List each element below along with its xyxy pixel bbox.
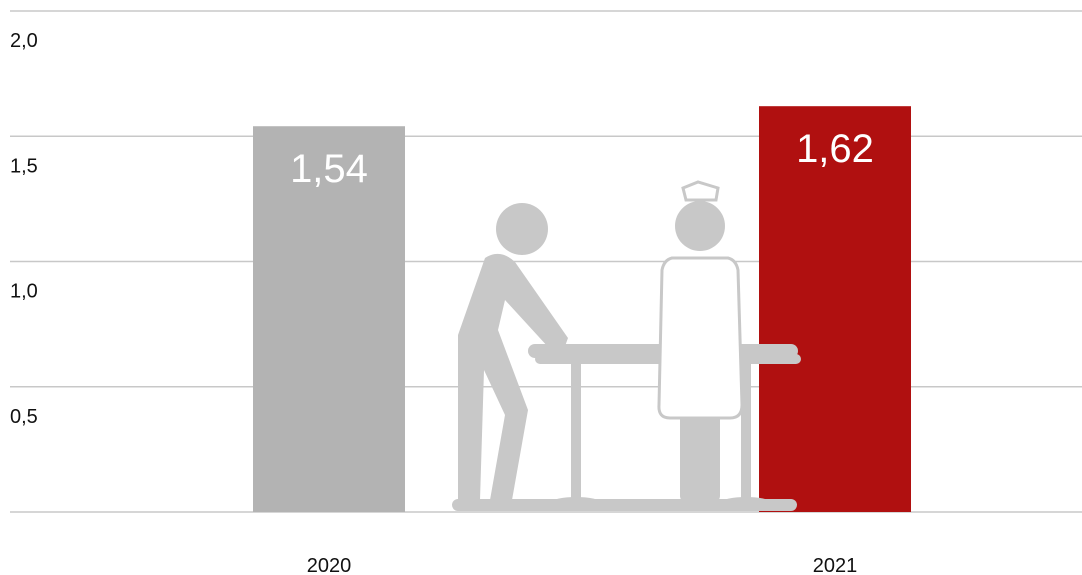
value-label: 1,54: [290, 147, 368, 191]
bar: [759, 106, 911, 512]
y-tick-label: 0,5: [10, 406, 38, 428]
y-tick-label: 1,0: [10, 281, 38, 303]
y-tick-label: 2,0: [10, 30, 38, 52]
y-tick-label: 1,5: [10, 155, 38, 177]
value-label: 1,62: [796, 127, 874, 171]
x-tick-label: 2021: [813, 555, 858, 575]
illustration: [452, 180, 801, 511]
x-tick-label: 2020: [307, 555, 352, 575]
bar: [253, 126, 405, 512]
